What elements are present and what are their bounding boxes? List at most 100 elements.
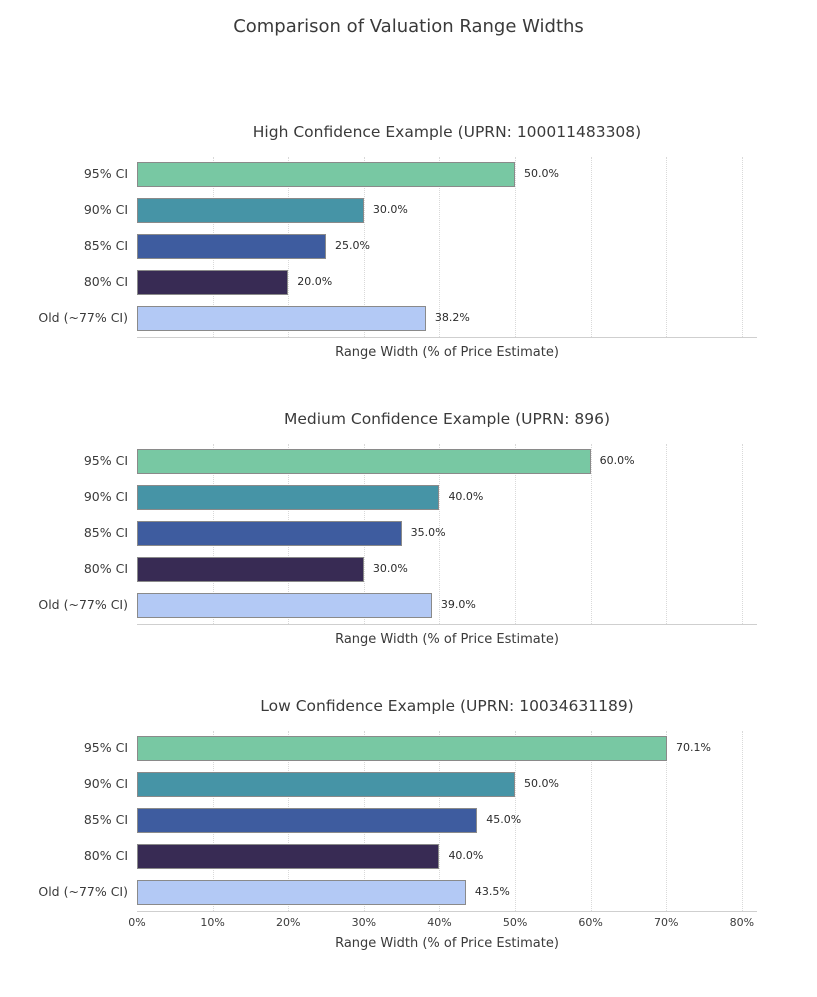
bar <box>137 808 478 833</box>
bar-row: 90% CI 30.0% <box>84 193 757 229</box>
y-tick-label: 90% CI <box>83 776 128 791</box>
y-tick-label: 80% CI <box>83 274 128 289</box>
bar-row: 95% CI 70.1% <box>84 731 757 767</box>
gridline <box>515 157 517 337</box>
bar-row: Old (~77% CI) 39.0% <box>38 588 757 624</box>
bars-area: 95% CI 60.0% 90% CI 40.0% 85% CI 35.0% 80% CI 3… <box>38 444 757 625</box>
bar <box>137 485 440 510</box>
x-axis-ticks: 0% 10% 20% 30% 40% 50% 60% 70% 80% <box>128 912 757 929</box>
y-tick-label: 80% CI <box>83 848 128 863</box>
plot-area: 95% CI 60.0% 90% CI 40.0% 85% CI 35.0% 80% CI 3… <box>38 444 757 625</box>
bar-row: 90% CI 50.0% <box>84 767 757 803</box>
bar <box>137 270 289 295</box>
bar <box>137 772 516 797</box>
bar-row: 90% CI 40.0% <box>84 480 757 516</box>
x-tick-label: 20% <box>275 916 301 929</box>
gridline <box>439 157 441 337</box>
bar-row: 80% CI 40.0% <box>84 839 757 875</box>
bar <box>137 880 466 905</box>
plot-area: 95% CI 50.0% 90% CI 30.0% 85% CI 25.0% 80% CI 2… <box>38 157 757 338</box>
chart-low-confidence: Low Confidence Example (UPRN: 1003463118… <box>0 697 817 951</box>
bar-value-label: 30.0% <box>372 562 408 575</box>
x-axis-label: Range Width (% of Price Estimate) <box>335 936 559 951</box>
chart-title: High Confidence Example (UPRN: 100011483… <box>252 123 642 141</box>
bar-value-label: 25.0% <box>335 239 370 252</box>
bar-row: 85% CI 35.0% <box>84 516 757 552</box>
x-axis-label: Range Width (% of Price Estimate) <box>335 632 559 647</box>
bar-value-label: 39.0% <box>440 598 476 611</box>
gridline <box>666 157 668 337</box>
bar <box>137 521 402 546</box>
gridline <box>515 444 517 624</box>
y-tick-label: Old (~77% CI) <box>38 884 128 899</box>
gridline <box>590 731 592 911</box>
x-tick-label: 0% <box>128 916 146 929</box>
y-tick-label: 80% CI <box>83 561 128 576</box>
bar <box>137 162 516 187</box>
bar-value-label: 40.0% <box>448 490 484 503</box>
y-tick-label: 90% CI <box>83 489 128 504</box>
bar-value-label: 20.0% <box>297 275 333 288</box>
chart-title: Medium Confidence Example (UPRN: 896) <box>283 410 611 428</box>
gridline <box>666 444 668 624</box>
bar-value-label: 35.0% <box>410 526 446 539</box>
chart-title: Low Confidence Example (UPRN: 1003463118… <box>260 697 634 715</box>
gridline <box>741 444 743 624</box>
figure-title: Comparison of Valuation Range Widths <box>233 16 584 37</box>
bar <box>137 234 327 259</box>
bar <box>137 736 668 761</box>
bar-row: 80% CI 20.0% <box>84 265 757 301</box>
chart-high-confidence: High Confidence Example (UPRN: 100011483… <box>0 123 817 360</box>
bar-value-label: 38.2% <box>434 311 470 324</box>
gridline <box>741 157 743 337</box>
bar-row: Old (~77% CI) 38.2% <box>38 301 757 337</box>
y-tick-label: Old (~77% CI) <box>38 310 128 325</box>
y-tick-label: 95% CI <box>83 740 128 755</box>
bars-area: 95% CI 50.0% 90% CI 30.0% 85% CI 25.0% 80% CI 2… <box>38 157 757 338</box>
bar-value-label: 50.0% <box>524 167 559 180</box>
bar-value-label: 45.0% <box>486 813 522 826</box>
bar-row: 80% CI 30.0% <box>84 552 757 588</box>
bar-value-label: 40.0% <box>448 849 484 862</box>
bar-value-label: 43.5% <box>474 885 510 898</box>
bar <box>137 557 364 582</box>
gridline <box>590 157 592 337</box>
y-tick-label: 90% CI <box>83 202 128 217</box>
bar <box>137 844 440 869</box>
x-tick-label: 40% <box>427 916 452 929</box>
bar <box>137 593 432 618</box>
x-tick-label: 10% <box>200 916 225 929</box>
y-tick-label: Old (~77% CI) <box>38 597 128 612</box>
gridline <box>515 731 517 911</box>
bar <box>137 198 364 223</box>
bar-value-label: 30.0% <box>372 203 408 216</box>
bar <box>137 449 591 474</box>
x-axis-label: Range Width (% of Price Estimate) <box>335 345 559 360</box>
y-tick-label: 85% CI <box>83 525 128 540</box>
gridline <box>439 444 441 624</box>
bar-value-label: 50.0% <box>524 777 559 790</box>
gridline <box>590 444 592 624</box>
bar-row: 85% CI 25.0% <box>84 229 757 265</box>
x-tick-label: 60% <box>578 916 603 929</box>
y-tick-label: 85% CI <box>83 238 128 253</box>
gridline <box>741 731 743 911</box>
bar <box>137 306 426 331</box>
x-tick-label: 50% <box>502 916 528 929</box>
gridline <box>363 157 365 337</box>
bar-row: 95% CI 60.0% <box>84 444 757 480</box>
plot-area: 95% CI 70.1% 90% CI 50.0% 85% CI 45.0% 80% CI 4… <box>38 731 757 912</box>
gridline <box>666 731 668 911</box>
chart-medium-confidence: Medium Confidence Example (UPRN: 896) 95… <box>0 410 817 647</box>
bars-area: 95% CI 70.1% 90% CI 50.0% 85% CI 45.0% 80% CI 4… <box>38 731 757 912</box>
bar-value-label: 70.1% <box>676 741 711 754</box>
x-tick-label: 30% <box>351 916 377 929</box>
x-tick-label: 80% <box>729 916 755 929</box>
y-tick-label: 95% CI <box>83 453 128 468</box>
bar-value-label: 60.0% <box>599 454 635 467</box>
y-tick-label: 85% CI <box>83 812 128 827</box>
x-tick-label: 70% <box>654 916 679 929</box>
bar-row: 95% CI 50.0% <box>84 157 757 193</box>
bar-row: Old (~77% CI) 43.5% <box>38 875 757 911</box>
